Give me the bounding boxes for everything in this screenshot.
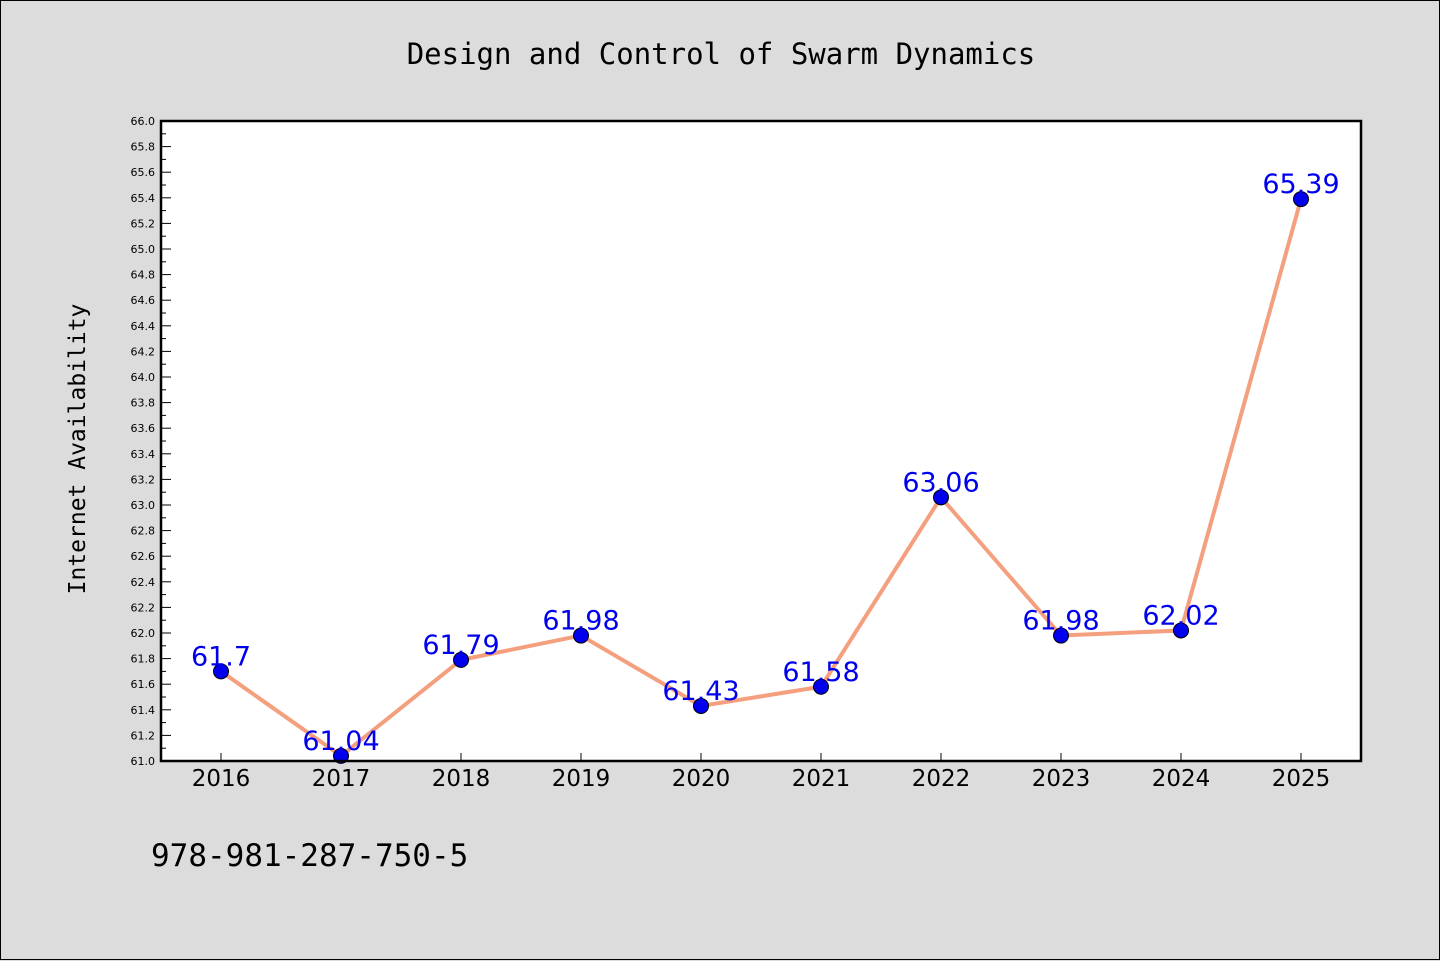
y-tick-label: 63.4 <box>131 448 156 461</box>
series-layer: 61.7 61.04 61.79 61.98 61.43 61.58 63.06 61.98 6… <box>191 169 1340 764</box>
data-point <box>573 627 589 644</box>
data-point <box>1053 627 1069 644</box>
y-tick-label: 65.2 <box>131 217 156 230</box>
data-point <box>453 651 469 668</box>
y-tick-label: 63.0 <box>131 499 156 512</box>
x-tick-label: 2019 <box>552 766 611 792</box>
y-tick-label: 64.8 <box>131 269 156 282</box>
data-label: 61.04 <box>302 726 379 757</box>
y-tick-label: 65.6 <box>131 166 156 179</box>
y-tick-label: 64.4 <box>131 320 156 333</box>
y-tick-label: 64.0 <box>131 371 156 384</box>
x-tick-label: 2016 <box>192 766 251 792</box>
y-tick-label: 64.2 <box>131 345 156 358</box>
y-tick-label: 61.4 <box>131 704 156 717</box>
x-tick-label: 2025 <box>1272 766 1331 792</box>
y-tick-label: 61.6 <box>131 678 156 691</box>
isbn-text: 978-981-287-750-5 <box>151 838 468 874</box>
data-point <box>933 489 949 506</box>
x-axis: 2016 2017 2018 2019 2020 2021 2022 2023 2024 2025 <box>192 753 1331 792</box>
data-label: 62.02 <box>1142 600 1219 631</box>
data-label: 61.79 <box>422 630 499 661</box>
data-label: 61.7 <box>191 641 251 672</box>
y-tick-label: 63.8 <box>131 397 156 410</box>
plot-area <box>161 121 1361 761</box>
x-tick-label: 2023 <box>1032 766 1091 792</box>
data-point <box>213 663 229 680</box>
y-tick-label: 66.0 <box>131 115 156 128</box>
y-tick-label: 63.2 <box>131 473 156 486</box>
y-tick-label: 61.2 <box>131 729 156 742</box>
y-tick-label: 65.0 <box>131 243 156 256</box>
data-label: 61.43 <box>662 676 739 707</box>
data-label: 61.58 <box>782 657 859 688</box>
x-tick-label: 2022 <box>912 766 971 792</box>
y-axis: 61.0 61.2 61.4 61.6 61.8 62.0 62.2 62.4 62.6 62.8… <box>131 115 171 768</box>
y-tick-label: 62.4 <box>131 576 156 589</box>
data-point <box>693 697 709 714</box>
data-point <box>1173 622 1189 639</box>
data-point <box>1293 191 1309 208</box>
y-tick-label: 61.8 <box>131 653 156 666</box>
data-label: 65.39 <box>1262 169 1339 200</box>
x-tick-label: 2017 <box>312 766 371 792</box>
y-tick-label: 65.4 <box>131 192 156 205</box>
chart-title: Design and Control of Swarm Dynamics <box>407 37 1036 71</box>
y-tick-label: 62.8 <box>131 525 156 538</box>
y-axis-label: Internet Availability <box>65 304 91 595</box>
data-label: 61.98 <box>1022 606 1099 637</box>
y-tick-label: 62.6 <box>131 550 156 563</box>
data-point <box>813 678 829 695</box>
y-tick-label: 63.6 <box>131 422 156 435</box>
y-tick-label: 65.8 <box>131 141 156 154</box>
y-tick-label: 62.0 <box>131 627 156 640</box>
y-tick-label: 62.2 <box>131 601 156 614</box>
data-label: 61.98 <box>542 606 619 637</box>
y-tick-label: 61.0 <box>131 755 156 768</box>
y-tick-label: 64.6 <box>131 294 156 307</box>
x-tick-label: 2018 <box>432 766 491 792</box>
x-tick-label: 2024 <box>1152 766 1211 792</box>
x-tick-label: 2020 <box>672 766 731 792</box>
plot-border <box>159 119 1363 763</box>
series-line <box>219 198 1303 758</box>
data-point <box>333 747 349 764</box>
data-label: 63.06 <box>902 467 979 498</box>
x-tick-label: 2021 <box>792 766 851 792</box>
